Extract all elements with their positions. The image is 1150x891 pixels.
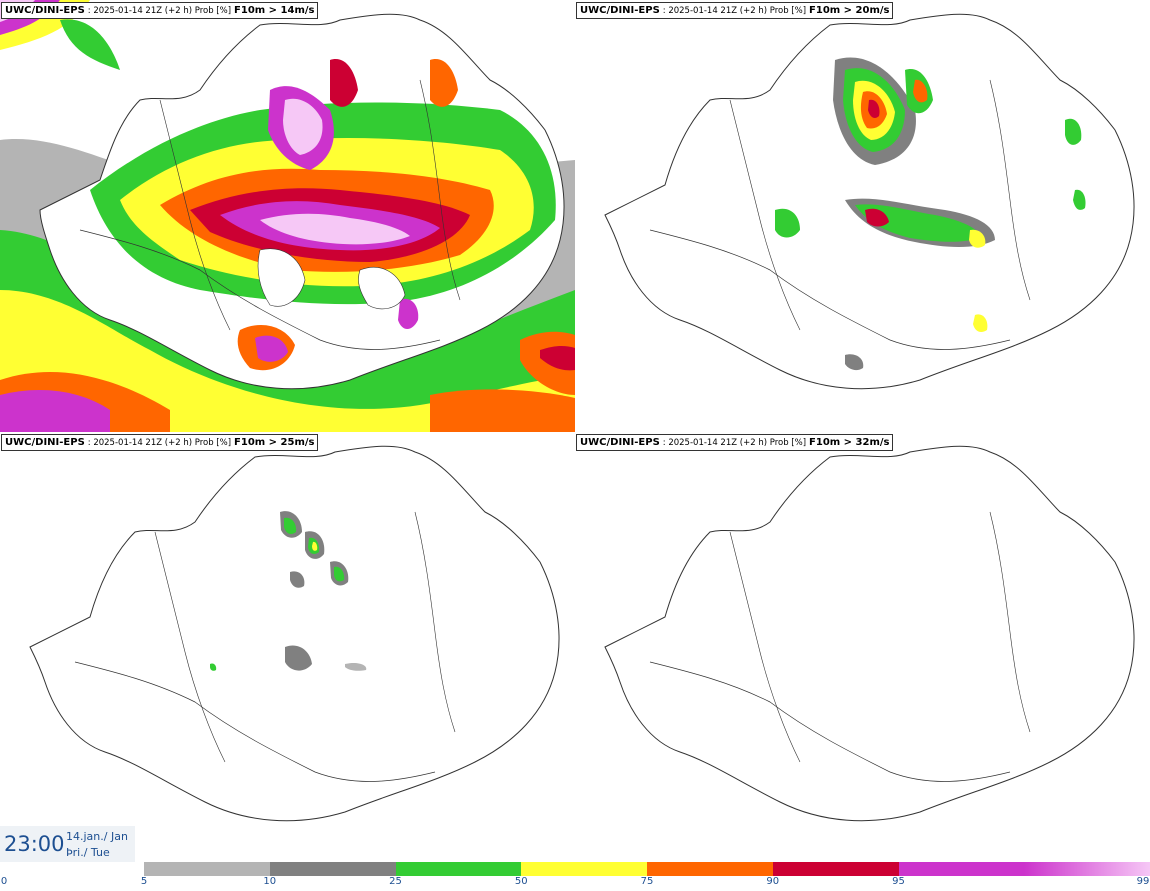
model-name: UWC/DINI-EPS [580,5,660,16]
legend-tick-label: 25 [389,876,402,887]
panel-header: UWC/DINI-EPS: 2025-01-14 21Z (+2 h) Prob… [576,434,894,451]
parameter-label: F10m > 25m/s [234,437,315,448]
legend-swatch [144,862,271,876]
legend-swatch [395,862,522,876]
valid-weekday: Þri./ Tue [66,846,110,859]
legend-swatch [521,862,648,876]
panel-header: UWC/DINI-EPS: 2025-01-14 21Z (+2 h) Prob… [1,2,319,19]
model-name: UWC/DINI-EPS [5,5,85,16]
legend-tick-label: 5 [140,876,148,887]
valid-time-box: 23:00 14.jan./ Jan Þri./ Tue [0,826,135,862]
probability-map [575,0,1150,432]
legend-swatch [1024,862,1150,876]
map-panel-20ms: UWC/DINI-EPS: 2025-01-14 21Z (+2 h) Prob… [575,0,1150,432]
model-name: UWC/DINI-EPS [5,437,85,448]
probability-color-legend [144,862,1150,876]
probability-map [0,0,575,432]
parameter-label: F10m > 32m/s [809,437,890,448]
legend-swatch [269,862,396,876]
probability-map [575,432,1150,862]
run-info: : 2025-01-14 21Z (+2 h) Prob [%] [662,6,807,16]
run-info: : 2025-01-14 21Z (+2 h) Prob [%] [87,438,232,448]
legend-swatch [647,862,774,876]
legend-swatch [772,862,899,876]
legend-tick-label: 10 [263,876,277,887]
legend-tick-label: 75 [640,876,654,887]
legend-tick-label: 99 [1136,876,1150,887]
probability-map [0,432,575,862]
map-panel-14ms: UWC/DINI-EPS: 2025-01-14 21Z (+2 h) Prob… [0,0,575,432]
model-name: UWC/DINI-EPS [580,437,660,448]
parameter-label: F10m > 20m/s [809,5,890,16]
map-panel-25ms: UWC/DINI-EPS: 2025-01-14 21Z (+2 h) Prob… [0,432,575,862]
run-info: : 2025-01-14 21Z (+2 h) Prob [%] [662,438,807,448]
legend-swatch [898,862,1025,876]
legend-tick-label: 90 [766,876,780,887]
run-info: : 2025-01-14 21Z (+2 h) Prob [%] [87,6,232,16]
panel-header: UWC/DINI-EPS: 2025-01-14 21Z (+2 h) Prob… [576,2,894,19]
legend-tick-label: 95 [892,876,905,887]
legend-tick-label: 50 [514,876,528,887]
legend-tick-label: 0 [0,876,8,887]
parameter-label: F10m > 14m/s [234,5,315,16]
valid-date: 14.jan./ Jan [66,830,128,843]
map-panel-32ms: UWC/DINI-EPS: 2025-01-14 21Z (+2 h) Prob… [575,432,1150,862]
valid-time: 23:00 [4,832,65,856]
panel-header: UWC/DINI-EPS: 2025-01-14 21Z (+2 h) Prob… [1,434,319,451]
